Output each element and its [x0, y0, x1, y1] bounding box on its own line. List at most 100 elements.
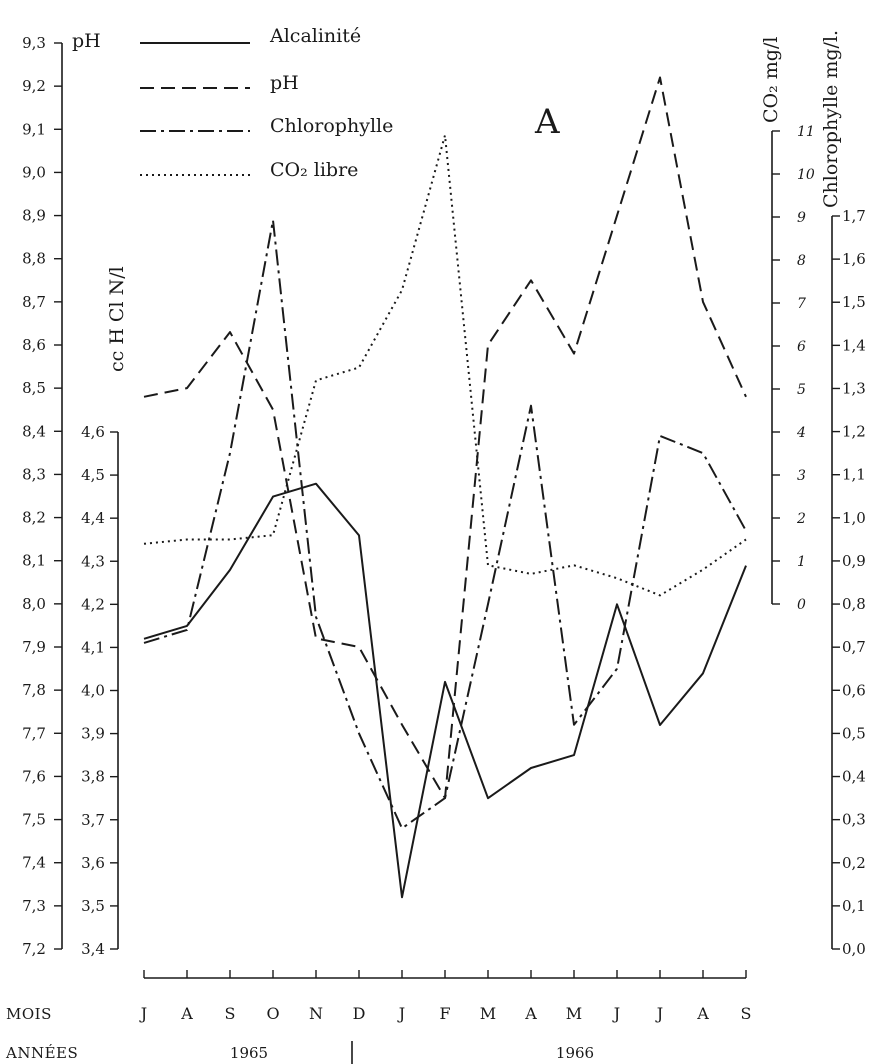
month-label: A: [524, 1004, 537, 1023]
co2-tick-label: 11: [797, 124, 815, 140]
co2-tick-label: 1: [797, 554, 806, 570]
ph-tick-label: 7,6: [22, 767, 46, 785]
chlorophylle-axis-title: Chlorophylle mg/l.: [820, 30, 842, 208]
co2-tick-label: 7: [797, 296, 806, 312]
chlorophylle-tick-label: 0,9: [842, 552, 866, 570]
co2-axis-title: CO₂ mg/l: [760, 37, 782, 123]
series-layer: [143, 76, 747, 899]
ph-tick-label: 7,5: [22, 811, 46, 829]
ph-tick-label: 8,8: [22, 250, 46, 268]
ph-tick-label: 7,9: [22, 638, 46, 656]
years-row-label: ANNÉES: [5, 1044, 78, 1062]
ph-tick-label: 7,8: [22, 681, 46, 699]
ph-tick-label: 8,1: [22, 552, 46, 570]
ph-tick-label: 8,6: [22, 336, 46, 354]
month-label: S: [225, 1004, 236, 1023]
month-label: N: [309, 1004, 323, 1023]
series-line-alcalinite: [143, 482, 747, 899]
co2-tick-label: 0: [797, 597, 806, 613]
co2-tick-label: 6: [797, 339, 806, 355]
co2-tick-label: 8: [797, 253, 806, 269]
chlorophylle-tick-label: 1,5: [842, 293, 866, 311]
legend-label-ph: pH: [270, 72, 299, 94]
chlorophylle-tick-label: 0,3: [842, 811, 866, 829]
alcalinite-tick-label: 4,6: [81, 423, 105, 441]
alcalinite-tick-label: 4,1: [81, 638, 105, 656]
panel-letter: A: [534, 102, 560, 142]
month-label: O: [266, 1004, 279, 1023]
ph-tick-label: 7,7: [22, 724, 46, 742]
ph-tick-label: 8,7: [22, 293, 46, 311]
months-row-label: MOIS: [6, 1005, 52, 1023]
ph-tick-label: 8,3: [22, 465, 46, 483]
chlorophylle-tick-label: 0,0: [842, 940, 866, 958]
chlorophylle-tick-label: 1,1: [842, 466, 866, 484]
chlorophylle-tick-label: 0,1: [842, 897, 866, 915]
month-label: S: [741, 1004, 752, 1023]
year-label-1965: 1965: [230, 1044, 268, 1062]
month-label: J: [397, 1004, 405, 1023]
ph-axis-title: pH: [72, 30, 101, 52]
year-label-1966: 1966: [556, 1044, 594, 1062]
alcalinite-tick-label: 3,9: [81, 725, 105, 743]
ph-tick-label: 8,0: [22, 595, 46, 613]
chlorophylle-tick-label: 1,0: [842, 509, 866, 527]
alcalinite-tick-label: 3,8: [81, 768, 105, 786]
co2-tick-label: 5: [797, 382, 806, 398]
alcalinite-axis-title: cc H Cl N/l: [106, 266, 128, 372]
chlorophylle-tick-label: 0,2: [842, 854, 866, 872]
co2-tick-label: 2: [796, 511, 806, 527]
legend-label-co2: CO₂ libre: [270, 159, 358, 181]
chlorophylle-tick-label: 1,6: [842, 250, 866, 268]
ph-tick-label: 9,3: [22, 34, 46, 52]
alcalinite-tick-label: 4,0: [81, 682, 105, 700]
alcalinite-tick-label: 3,6: [81, 854, 105, 872]
ph-tick-label: 7,4: [22, 854, 46, 872]
legend-label-alcalinite: Alcalinité: [269, 25, 361, 47]
ph-tick-label: 8,9: [22, 207, 46, 225]
legend: Alcalinité pH Chlorophylle CO₂ libre: [140, 25, 393, 181]
chlorophylle-tick-label: 0,5: [842, 724, 866, 742]
tick-layer: 9,3 9,2 9,1 9,0 8,9 8,8 8,7 8,6 8,5 8,4 8,3 8,2 8,1 8…: [22, 34, 866, 958]
alcalinite-tick-label: 3,4: [81, 940, 105, 958]
alcalinite-tick-label: 3,7: [81, 811, 105, 829]
chlorophylle-tick-label: 1,7: [842, 207, 866, 225]
series-line-co2: [143, 134, 747, 597]
month-label: J: [655, 1004, 663, 1023]
ph-tick-label: 8,5: [22, 379, 46, 397]
ph-tick-label: 9,1: [22, 120, 46, 138]
ph-tick-label: 8,4: [22, 422, 46, 440]
ph-tick-label: 7,3: [22, 897, 46, 915]
chlorophylle-tick-label: 0,4: [842, 768, 866, 786]
co2-tick-label: 4: [796, 425, 806, 441]
month-label: M: [480, 1004, 496, 1023]
ph-tick-label: 7,2: [22, 940, 46, 958]
legend-label-chlorophylle: Chlorophylle: [270, 115, 393, 137]
month-label: A: [180, 1004, 193, 1023]
month-label: A: [696, 1004, 709, 1023]
chlorophylle-tick-label: 0,7: [842, 638, 866, 656]
ph-tick-label: 9,2: [22, 77, 46, 95]
alcalinite-tick-label: 3,5: [81, 897, 105, 915]
month-label: F: [439, 1004, 450, 1023]
month-label: J: [139, 1004, 147, 1023]
series-line-ph: [143, 76, 747, 799]
ph-tick-label: 8,2: [22, 509, 46, 527]
alcalinite-tick-label: 4,5: [81, 466, 105, 484]
co2-tick-label: 9: [797, 210, 806, 226]
chlorophylle-tick-label: 0,8: [842, 595, 866, 613]
alcalinite-tick-label: 4,2: [81, 595, 105, 613]
month-label: D: [353, 1004, 366, 1023]
chlorophylle-tick-label: 1,2: [842, 423, 866, 441]
month-label: J: [612, 1004, 620, 1023]
chlorophylle-tick-label: 0,6: [842, 681, 866, 699]
ph-tick-label: 9,0: [22, 163, 46, 181]
co2-tick-label: 10: [797, 167, 815, 183]
chlorophylle-tick-label: 1,3: [842, 379, 866, 397]
month-label: M: [566, 1004, 582, 1023]
alcalinite-tick-label: 4,4: [81, 509, 105, 527]
series-line-chlorophylle: [143, 219, 747, 830]
co2-tick-label: 3: [797, 468, 806, 484]
